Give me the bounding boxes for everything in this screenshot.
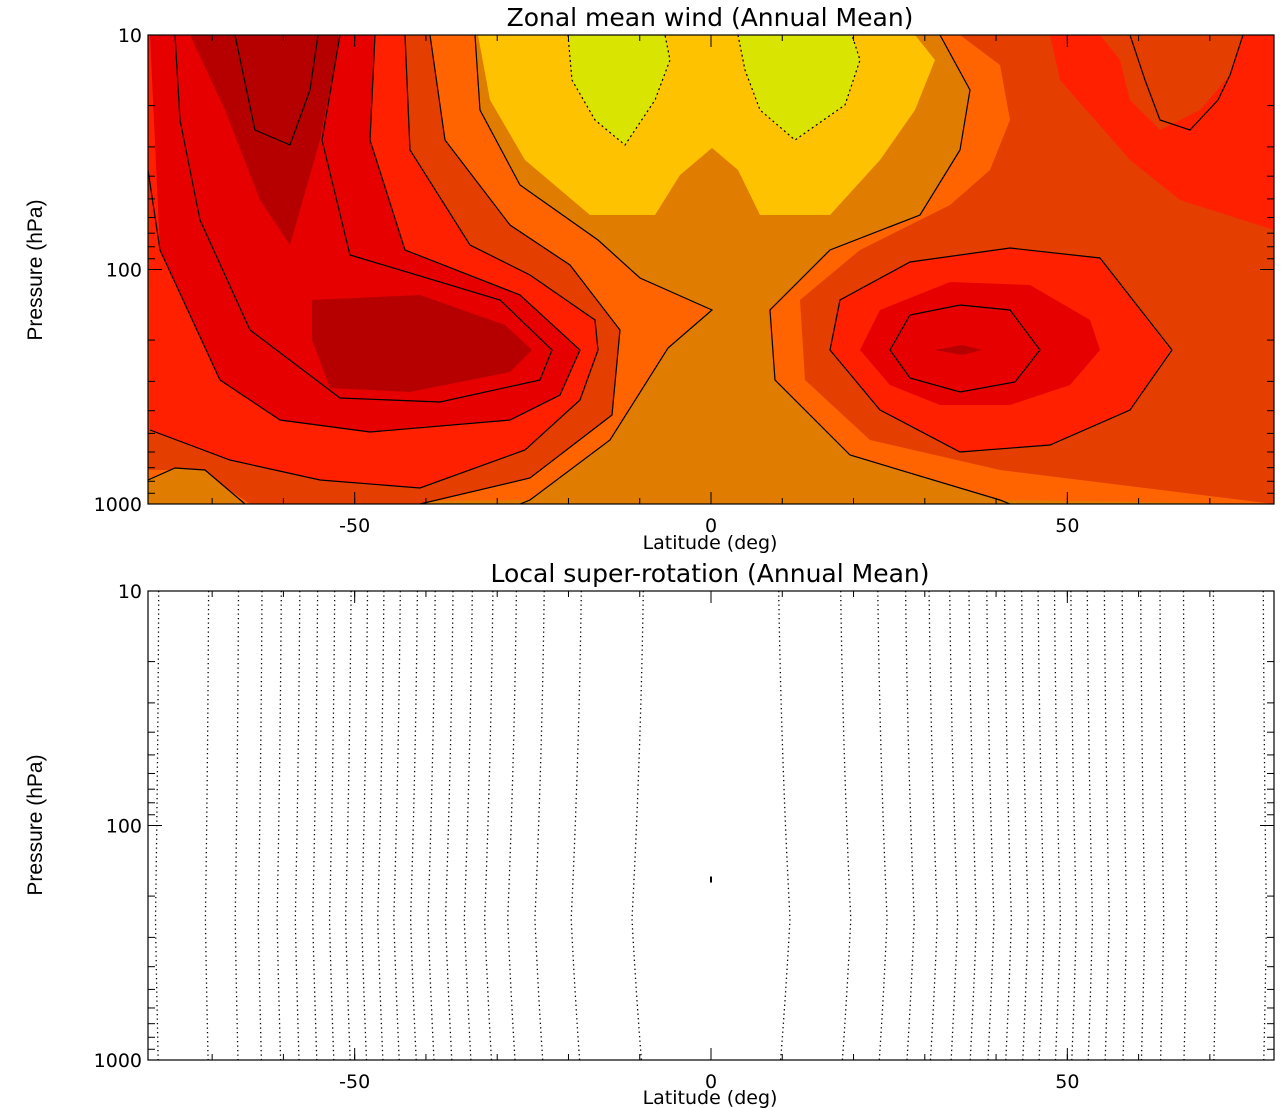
panel2-ticks: -50 0 50 10 100 1000 [94, 581, 1274, 1093]
super-rotation-contour [444, 591, 454, 1060]
super-rotation-contour [534, 591, 545, 1060]
x-tick-label: 50 [1055, 1071, 1079, 1093]
super-rotation-contour [1159, 591, 1165, 1060]
contour-line-dotted [737, 35, 861, 141]
contour-line [234, 35, 319, 146]
panel2-ylabel: Pressure (hPa) [24, 754, 47, 895]
super-rotation-contour [1070, 591, 1078, 1060]
contour-lines [148, 35, 1244, 504]
super-rotation-contour [1262, 591, 1268, 1060]
super-rotation-contour [904, 591, 915, 1060]
panel2-frame [147, 590, 1275, 1061]
super-rotation-contour [1086, 591, 1094, 1060]
panel2-title: Local super-rotation (Annual Mean) [490, 559, 929, 588]
contour-line [419, 35, 621, 504]
super-rotation-contour [968, 591, 978, 1060]
x-tick-label: -50 [339, 1071, 370, 1093]
super-rotation-contour [877, 591, 888, 1060]
super-rotation-contour [840, 591, 852, 1060]
super-rotation-contour [483, 591, 494, 1060]
contour-line [889, 304, 1041, 393]
super-rotation-contour [631, 591, 644, 1060]
super-rotation-contour [1140, 591, 1146, 1060]
super-rotation-contour [1053, 591, 1062, 1060]
x-tick-label: -50 [339, 515, 370, 537]
panel1-xlabel: Latitude (deg) [643, 532, 778, 554]
fill-level-7-south-jet [312, 295, 532, 392]
x-tick-label: 0 [705, 515, 717, 537]
panel2-xlabel: Latitude (deg) [643, 1087, 778, 1108]
fill-level-0-west [568, 35, 670, 145]
fill-level-2-sw-corner [148, 468, 245, 504]
super-rotation-contour [1021, 591, 1029, 1060]
contour-line [174, 35, 553, 403]
super-rotation-contour [1037, 591, 1045, 1060]
y-tick-label: 1000 [94, 494, 142, 516]
y-tick-label: 100 [106, 260, 142, 282]
y-tick-label: 100 [106, 816, 142, 838]
super-rotation-contour [204, 591, 210, 1060]
super-rotation-contour [986, 591, 995, 1060]
super-rotation-contour [257, 591, 263, 1060]
contour-line [474, 35, 714, 504]
zonal-wind-contours [148, 35, 1274, 504]
super-rotation-contour [234, 591, 240, 1060]
panel1-ticks: -50 0 50 10 100 1000 [94, 25, 1274, 537]
super-rotation-contour [360, 591, 369, 1060]
contour-line [769, 35, 1011, 504]
super-rotation-contour [154, 591, 160, 1060]
fill-level-7-south [190, 35, 340, 245]
super-rotation-contour [463, 591, 473, 1060]
y-tick-label: 10 [118, 25, 142, 47]
y-tick-label: 10 [118, 581, 142, 603]
x-tick-label: 0 [705, 1071, 717, 1093]
super-rotation-contour [393, 591, 401, 1060]
y-tick-label: 1000 [94, 1050, 142, 1072]
super-rotation-contour [1182, 591, 1188, 1060]
super-rotation-contour [1212, 591, 1218, 1060]
super-rotation-panel: Local super-rotation (Annual Mean) -50 0 5… [24, 559, 1275, 1108]
super-rotation-contour [507, 591, 518, 1060]
super-rotation-contour [778, 591, 791, 1060]
super-rotation-contour [312, 591, 319, 1060]
super-rotation-contour [377, 591, 385, 1060]
super-rotation-contour [328, 591, 336, 1060]
super-rotation-contour [344, 591, 352, 1060]
super-rotation-contour [949, 591, 959, 1060]
contour-line-dotted [567, 35, 671, 146]
fill-level-5-north [1050, 35, 1274, 230]
super-rotation-contours [154, 591, 1268, 1060]
super-rotation-contour [409, 591, 419, 1060]
contour-line [149, 35, 599, 489]
zonal-wind-panel: Zonal mean wind (Annual Mean) [24, 3, 1275, 554]
panel1-ylabel: Pressure (hPa) [24, 199, 47, 340]
super-rotation-contour [928, 591, 939, 1060]
super-rotation-contour [570, 591, 582, 1060]
x-tick-label: 50 [1055, 515, 1079, 537]
fill-level-7-north-jet [935, 345, 982, 355]
fill-level-0-east [738, 35, 860, 140]
contour-line [1129, 35, 1244, 131]
super-rotation-contour [1003, 591, 1013, 1060]
super-rotation-contour [1121, 591, 1128, 1060]
super-rotation-contour [427, 591, 436, 1060]
super-rotation-contour [294, 591, 301, 1060]
super-rotation-contour [276, 591, 282, 1060]
super-rotation-contour [1103, 591, 1110, 1060]
contour-line [148, 467, 246, 504]
contour-line [829, 247, 1173, 453]
panel1-title: Zonal mean wind (Annual Mean) [507, 3, 914, 32]
contour-line [148, 35, 581, 433]
